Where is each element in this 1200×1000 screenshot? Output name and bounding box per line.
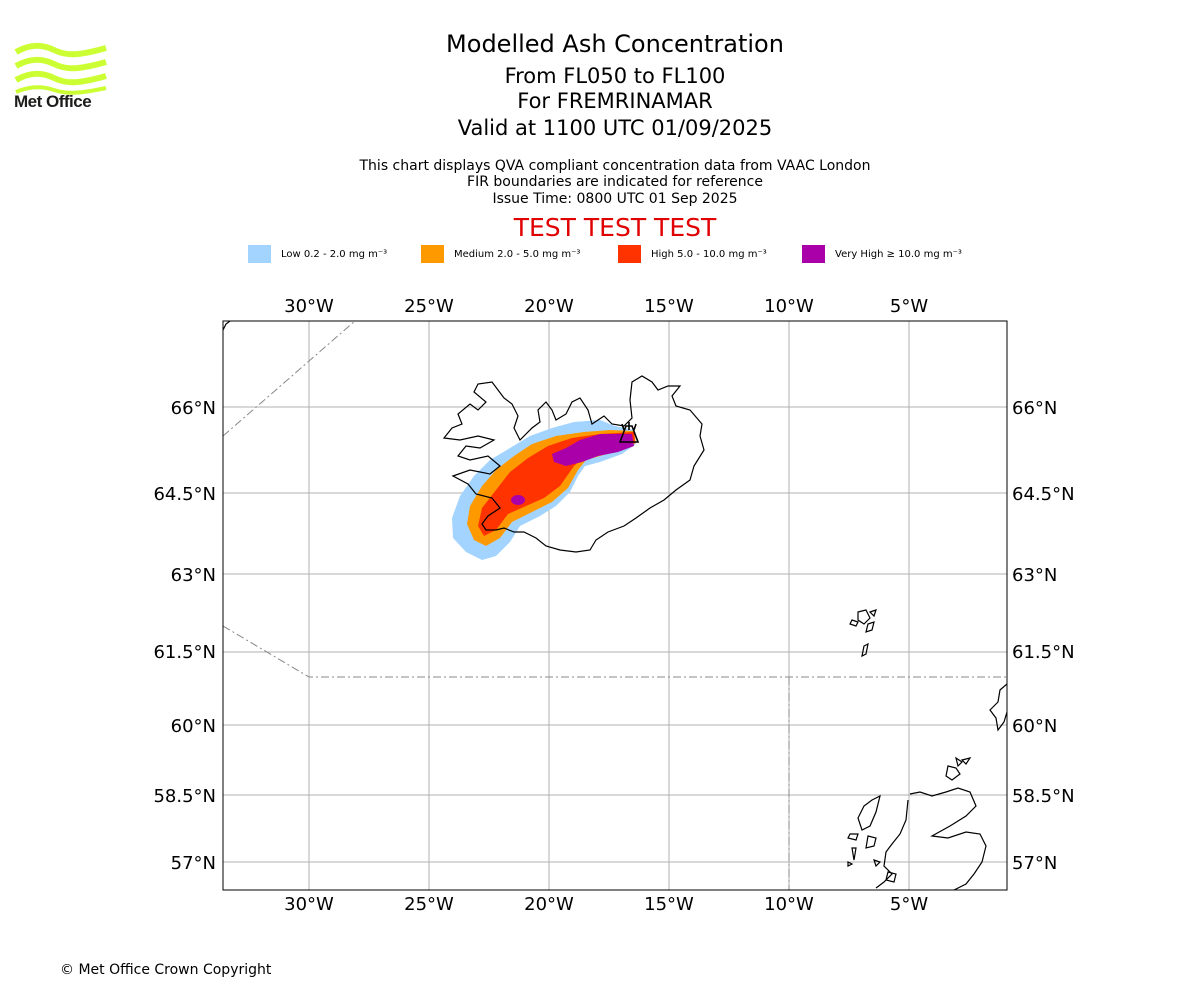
lat-tick-right: 58.5°N — [1012, 786, 1075, 807]
lat-tick-left: 64.5°N — [153, 484, 216, 505]
volcano-icon — [618, 422, 640, 443]
orkney-islands — [945, 765, 961, 781]
legend-item-low: Low 0.2 - 2.0 mg m⁻³ — [248, 244, 387, 264]
legend-item-medium: Medium 2.0 - 5.0 mg m⁻³ — [421, 244, 580, 264]
legend-label-high: High 5.0 - 10.0 mg m⁻³ — [651, 248, 767, 260]
legend-swatch-very-high — [802, 245, 825, 263]
lat-tick-right: 57°N — [1012, 853, 1057, 874]
lat-tick-right: 63°N — [1012, 565, 1057, 586]
info-line-2: FIR boundaries are indicated for referen… — [467, 174, 763, 190]
lat-tick-right: 61.5°N — [1012, 642, 1075, 663]
lon-tick-bottom: 25°W — [404, 894, 454, 915]
legend-label-low: Low 0.2 - 2.0 mg m⁻³ — [281, 248, 388, 260]
fir-boundaries — [223, 321, 1007, 890]
copyright-notice: © Met Office Crown Copyright — [60, 962, 272, 978]
ash-zone-high — [478, 432, 635, 536]
ash-zone-very-high-small — [511, 495, 525, 505]
met-office-logo-text: Met Office — [14, 92, 92, 111]
lon-tick-bottom: 15°W — [644, 894, 694, 915]
top-lon-ticks: 30°W 25°W 20°W 15°W 10°W 5°W — [284, 296, 928, 317]
legend-label-medium: Medium 2.0 - 5.0 mg m⁻³ — [454, 248, 581, 260]
test-banner: TEST TEST TEST — [513, 213, 717, 242]
scotland-coastline — [875, 787, 987, 890]
lon-tick-top: 5°W — [890, 296, 928, 317]
region-label: For FREMRINAMAR — [517, 89, 713, 113]
greenland-coastline — [223, 321, 231, 331]
lat-tick-left: 61.5°N — [153, 642, 216, 663]
lon-tick-top: 15°W — [644, 296, 694, 317]
lon-tick-bottom: 30°W — [284, 894, 334, 915]
legend-item-very-high: Very High ≥ 10.0 mg m⁻³ — [802, 244, 962, 264]
coastlines — [223, 321, 1007, 890]
flight-levels: From FL050 to FL100 — [504, 64, 726, 88]
lon-tick-bottom: 20°W — [524, 894, 574, 915]
bottom-lon-ticks: 30°W 25°W 20°W 15°W 10°W 5°W — [284, 894, 928, 915]
lon-tick-top: 30°W — [284, 296, 334, 317]
lon-tick-bottom: 10°W — [764, 894, 814, 915]
valid-time: Valid at 1100 UTC 01/09/2025 — [457, 116, 773, 140]
right-lat-ticks: 66°N 64.5°N 63°N 61.5°N 60°N 58.5°N 57°N — [1012, 398, 1075, 874]
iceland-coastline — [442, 375, 705, 553]
lon-tick-top: 20°W — [524, 296, 574, 317]
lon-tick-top: 25°W — [404, 296, 454, 317]
legend-item-high: High 5.0 - 10.0 mg m⁻³ — [618, 244, 767, 264]
lat-tick-left: 66°N — [171, 398, 216, 419]
met-office-logo-icon — [14, 42, 107, 95]
faroe-islands — [857, 609, 871, 625]
shetland-islands — [989, 683, 1007, 732]
hebrides-islands — [857, 794, 881, 831]
legend-label-very-high: Very High ≥ 10.0 mg m⁻³ — [835, 248, 962, 260]
lat-tick-left: 63°N — [171, 565, 216, 586]
lat-tick-left: 57°N — [171, 853, 216, 874]
ash-plume — [452, 420, 636, 560]
lat-tick-left: 58.5°N — [153, 786, 216, 807]
lat-tick-left: 60°N — [171, 716, 216, 737]
lat-tick-right: 60°N — [1012, 716, 1057, 737]
left-lat-ticks: 66°N 64.5°N 63°N 61.5°N 60°N 58.5°N 57°N — [153, 398, 216, 874]
legend-swatch-medium — [421, 245, 444, 263]
lon-tick-bottom: 5°W — [890, 894, 928, 915]
info-line-1: This chart displays QVA compliant concen… — [359, 158, 871, 174]
legend-swatch-high — [618, 245, 641, 263]
map-gridlines — [223, 321, 1007, 890]
lat-tick-right: 66°N — [1012, 398, 1057, 419]
legend-swatch-low — [248, 245, 271, 263]
lat-tick-right: 64.5°N — [1012, 484, 1075, 505]
chart-title: Modelled Ash Concentration — [446, 30, 784, 58]
ash-zone-very-high — [552, 434, 634, 466]
map-frame — [222, 320, 1008, 891]
issue-time: Issue Time: 0800 UTC 01 Sep 2025 — [492, 191, 738, 207]
lon-tick-top: 10°W — [764, 296, 814, 317]
